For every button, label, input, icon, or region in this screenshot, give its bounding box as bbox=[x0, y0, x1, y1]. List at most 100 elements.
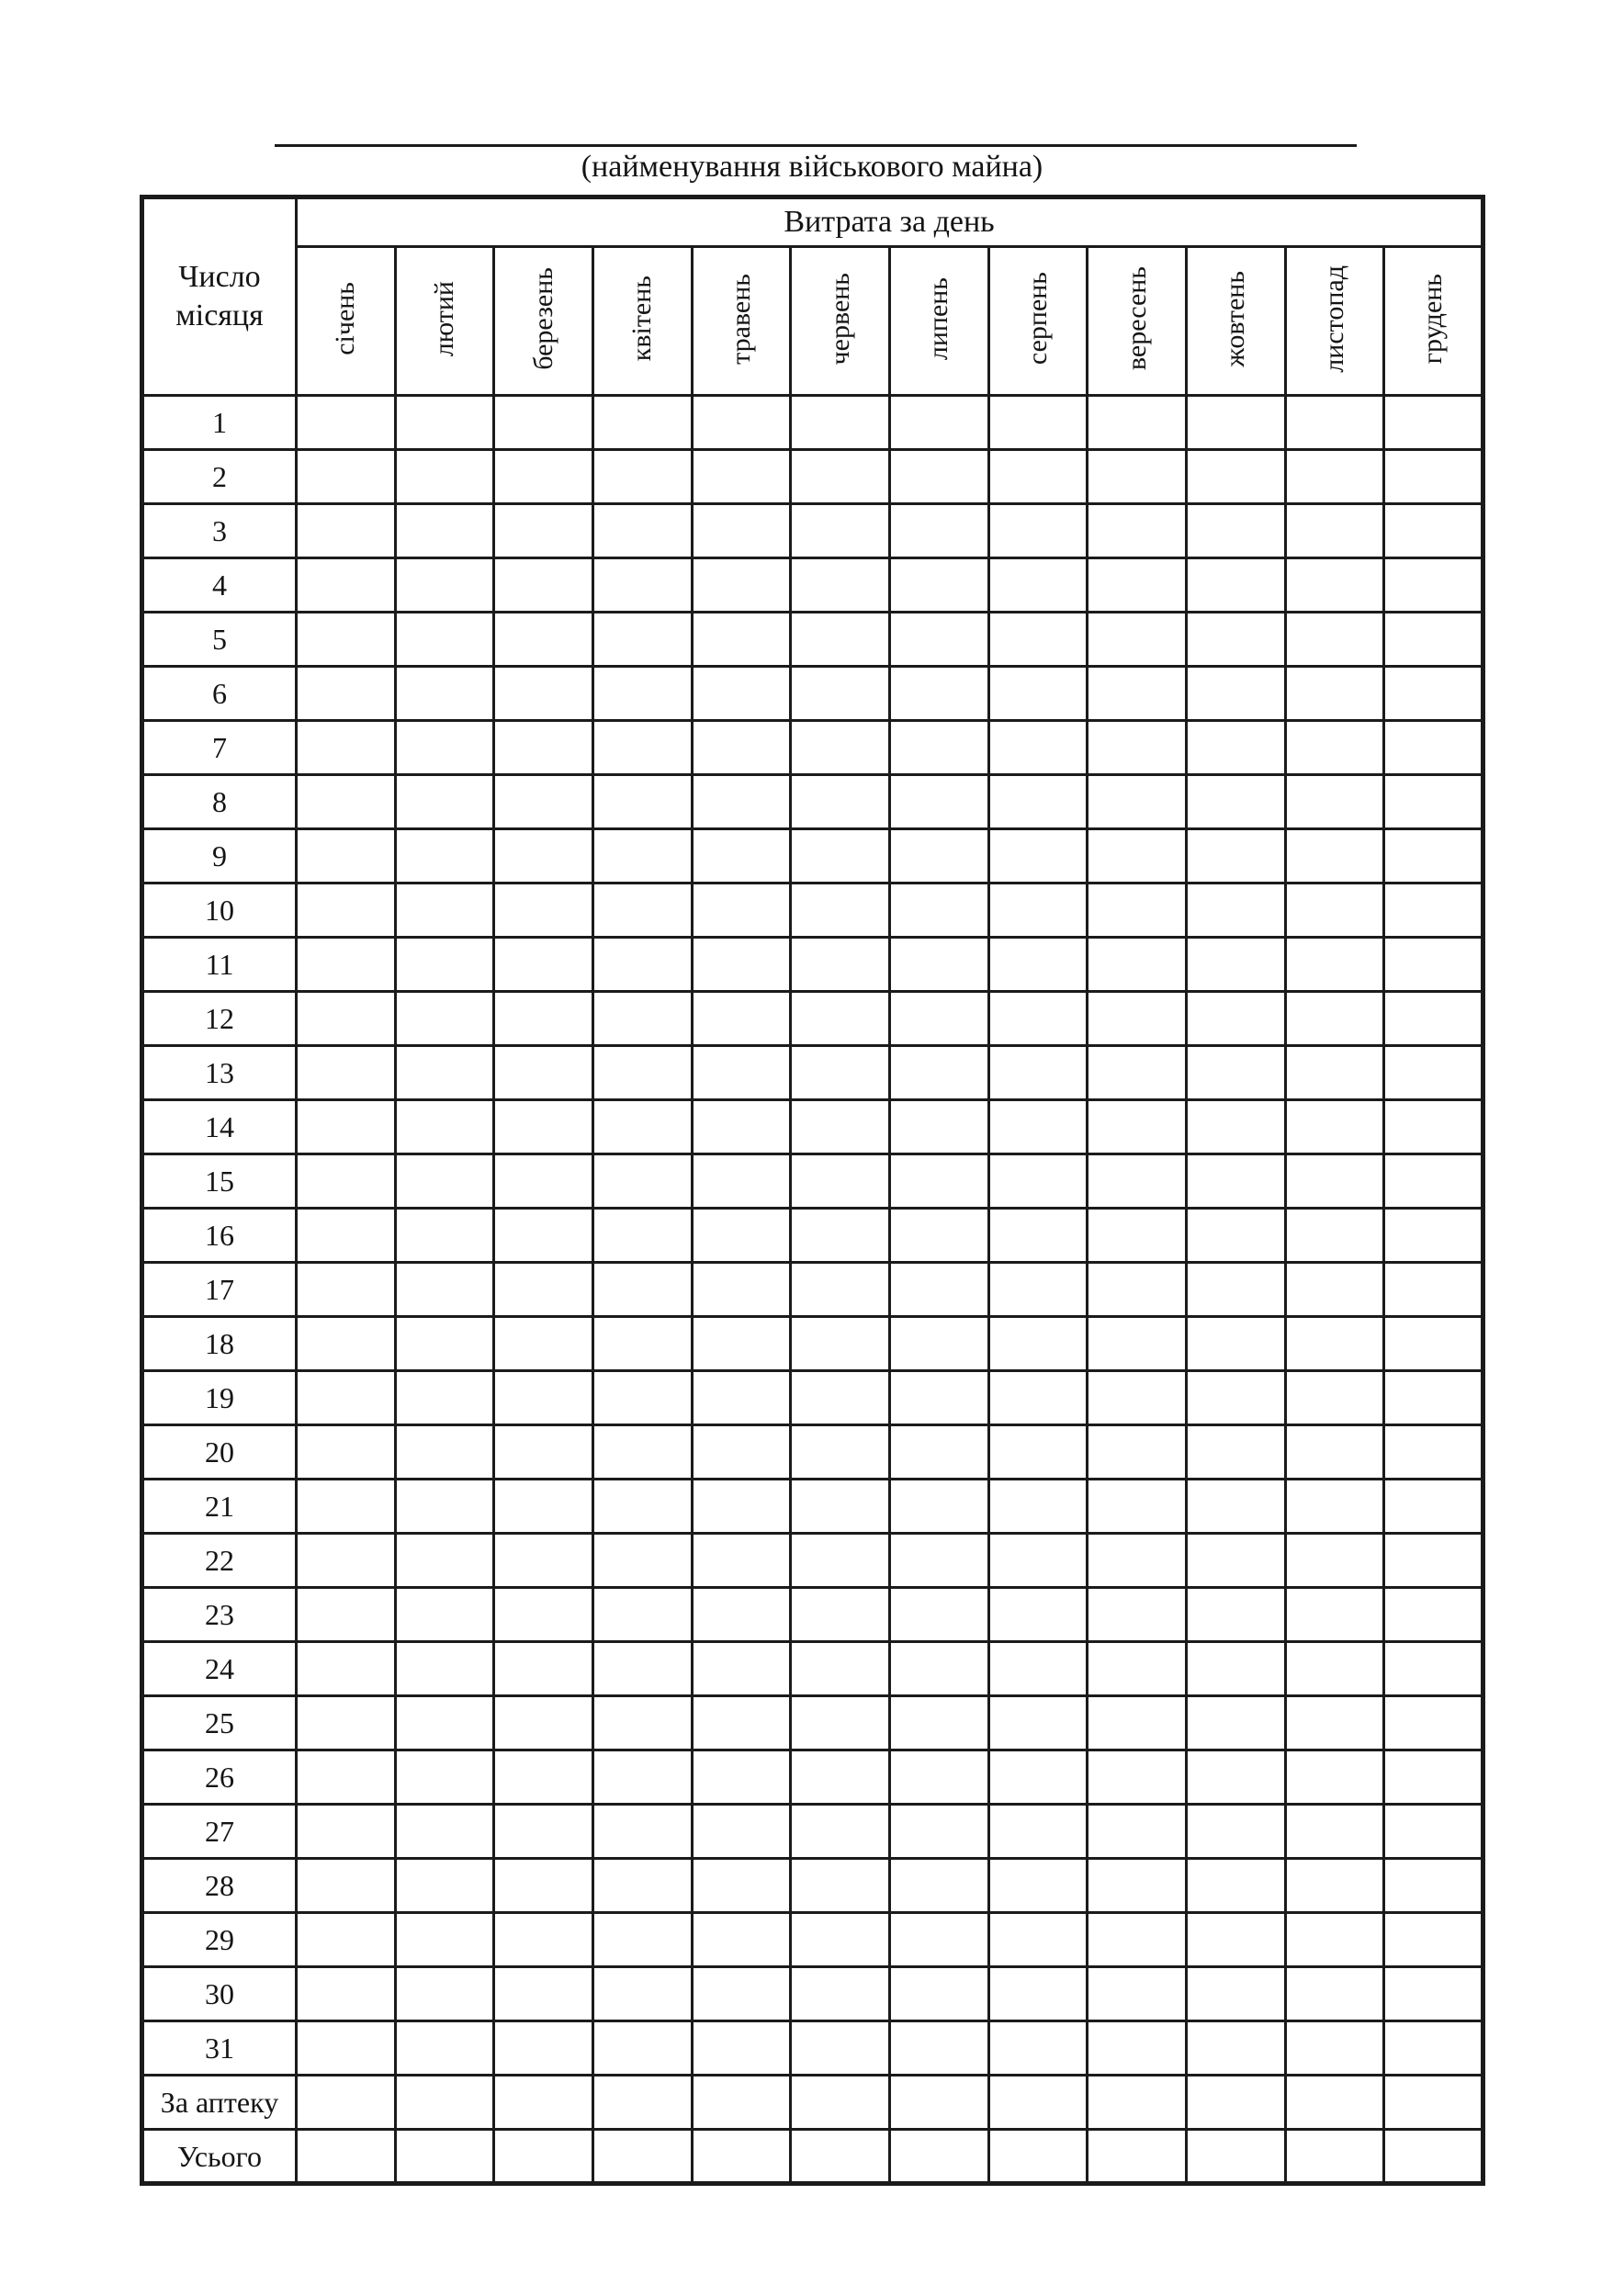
blank-entry-cell bbox=[1382, 1261, 1484, 1318]
blank-entry-cell bbox=[789, 1911, 891, 1968]
blank-entry-cell bbox=[295, 394, 397, 451]
form-caption: (найменування військового майна) bbox=[581, 150, 1043, 184]
row-label: 25 bbox=[141, 1694, 298, 1751]
blank-entry-cell bbox=[492, 1803, 594, 1860]
blank-entry-cell bbox=[295, 2020, 397, 2077]
blank-entry-cell bbox=[690, 1803, 793, 1860]
blank-entry-cell bbox=[591, 1965, 694, 2022]
blank-entry-cell bbox=[789, 1478, 891, 1535]
blank-entry-cell bbox=[887, 773, 990, 830]
row-label: 30 bbox=[141, 1965, 298, 2022]
blank-entry-cell bbox=[295, 1965, 397, 2022]
blank-entry-cell bbox=[591, 1369, 694, 1426]
blank-entry-cell bbox=[1086, 2074, 1188, 2131]
blank-entry-cell bbox=[591, 1911, 694, 1968]
month-header-row: січень лютий березень квітень травень червень… bbox=[142, 245, 1484, 397]
blank-entry-cell bbox=[1086, 394, 1188, 451]
blank-entry-cell bbox=[393, 1044, 496, 1101]
blank-entry-cell bbox=[295, 882, 397, 939]
blank-entry-cell bbox=[393, 1694, 496, 1751]
table-row: 21 bbox=[141, 1478, 1484, 1535]
blank-entry-cell bbox=[492, 1153, 594, 1210]
blank-entry-cell bbox=[1283, 719, 1386, 776]
month-header-label: вересень bbox=[1121, 266, 1152, 371]
month-header: червень bbox=[789, 245, 891, 397]
blank-entry-cell bbox=[1382, 990, 1484, 1047]
blank-entry-cell bbox=[1086, 1911, 1188, 1968]
blank-entry-cell bbox=[1086, 1044, 1188, 1101]
blank-entry-cell bbox=[1382, 1911, 1484, 1968]
blank-entry-cell bbox=[789, 990, 891, 1047]
blank-entry-cell bbox=[690, 665, 793, 722]
blank-entry-cell bbox=[1382, 1749, 1484, 1806]
row-label: Усього bbox=[141, 2128, 298, 2185]
month-header: лютий bbox=[393, 245, 496, 397]
blank-entry-cell bbox=[393, 936, 496, 993]
blank-entry-cell bbox=[492, 611, 594, 668]
blank-entry-cell bbox=[1184, 1640, 1287, 1697]
blank-entry-cell bbox=[591, 1153, 694, 1210]
blank-entry-cell bbox=[295, 1532, 397, 1589]
blank-entry-cell bbox=[887, 1803, 990, 1860]
blank-entry-cell bbox=[393, 1586, 496, 1643]
blank-entry-cell bbox=[393, 882, 496, 939]
blank-entry-cell bbox=[295, 665, 397, 722]
blank-entry-cell bbox=[789, 611, 891, 668]
blank-entry-cell bbox=[1283, 1315, 1386, 1372]
month-header-label: липень bbox=[923, 276, 954, 361]
table-body: 1 2 3 4 5 6 7 8 9 10 11 12 13 14 15 16 17 18 19 20 21 22 23 24 2… bbox=[141, 394, 1484, 2185]
blank-entry-cell bbox=[492, 1532, 594, 1589]
blank-entry-cell bbox=[690, 1749, 793, 1806]
blank-entry-cell bbox=[591, 1857, 694, 1914]
blank-entry-cell bbox=[492, 448, 594, 505]
table-row: 15 bbox=[141, 1153, 1484, 1210]
blank-entry-cell bbox=[591, 1207, 694, 1264]
corner-header-day-of-month: Число місяця bbox=[141, 196, 298, 397]
row-label: 17 bbox=[141, 1261, 298, 1318]
blank-entry-cell bbox=[295, 1207, 397, 1264]
blank-entry-cell bbox=[295, 1586, 397, 1643]
blank-entry-cell bbox=[690, 1640, 793, 1697]
blank-entry-cell bbox=[295, 1315, 397, 1372]
blank-entry-cell bbox=[1184, 1911, 1287, 1968]
blank-entry-cell bbox=[987, 1478, 1089, 1535]
blank-entry-cell bbox=[690, 1532, 793, 1589]
blank-entry-cell bbox=[690, 882, 793, 939]
blank-entry-cell bbox=[1382, 1803, 1484, 1860]
blank-entry-cell bbox=[887, 1261, 990, 1318]
blank-entry-cell bbox=[393, 1857, 496, 1914]
blank-entry-cell bbox=[887, 990, 990, 1047]
blank-entry-cell bbox=[1283, 1586, 1386, 1643]
blank-entry-cell bbox=[492, 1369, 594, 1426]
table-row: 20 bbox=[141, 1424, 1484, 1480]
blank-entry-cell bbox=[1086, 1965, 1188, 2022]
blank-entry-cell bbox=[591, 665, 694, 722]
row-label: 19 bbox=[141, 1369, 298, 1426]
blank-entry-cell bbox=[591, 394, 694, 451]
blank-entry-cell bbox=[393, 1478, 496, 1535]
blank-entry-cell bbox=[887, 936, 990, 993]
blank-entry-cell bbox=[295, 1694, 397, 1751]
table-row: 27 bbox=[141, 1803, 1484, 1860]
blank-entry-cell bbox=[591, 1044, 694, 1101]
month-header-label: серпень bbox=[1021, 272, 1053, 366]
blank-entry-cell bbox=[591, 1694, 694, 1751]
table-row: 22 bbox=[141, 1532, 1484, 1589]
blank-entry-cell bbox=[393, 719, 496, 776]
blank-entry-cell bbox=[295, 1261, 397, 1318]
row-label: 28 bbox=[141, 1857, 298, 1914]
blank-entry-cell bbox=[690, 1965, 793, 2022]
blank-entry-cell bbox=[295, 719, 397, 776]
blank-entry-cell bbox=[1283, 448, 1386, 505]
blank-entry-cell bbox=[1086, 1261, 1188, 1318]
blank-entry-cell bbox=[1283, 1261, 1386, 1318]
blank-entry-cell bbox=[987, 1640, 1089, 1697]
blank-entry-cell bbox=[987, 665, 1089, 722]
blank-entry-cell bbox=[1382, 1044, 1484, 1101]
month-header: квітень bbox=[591, 245, 694, 397]
blank-entry-cell bbox=[1184, 2128, 1287, 2185]
blank-entry-cell bbox=[1184, 1207, 1287, 1264]
blank-entry-cell bbox=[1184, 1478, 1287, 1535]
blank-entry-cell bbox=[690, 936, 793, 993]
blank-entry-cell bbox=[295, 502, 397, 559]
